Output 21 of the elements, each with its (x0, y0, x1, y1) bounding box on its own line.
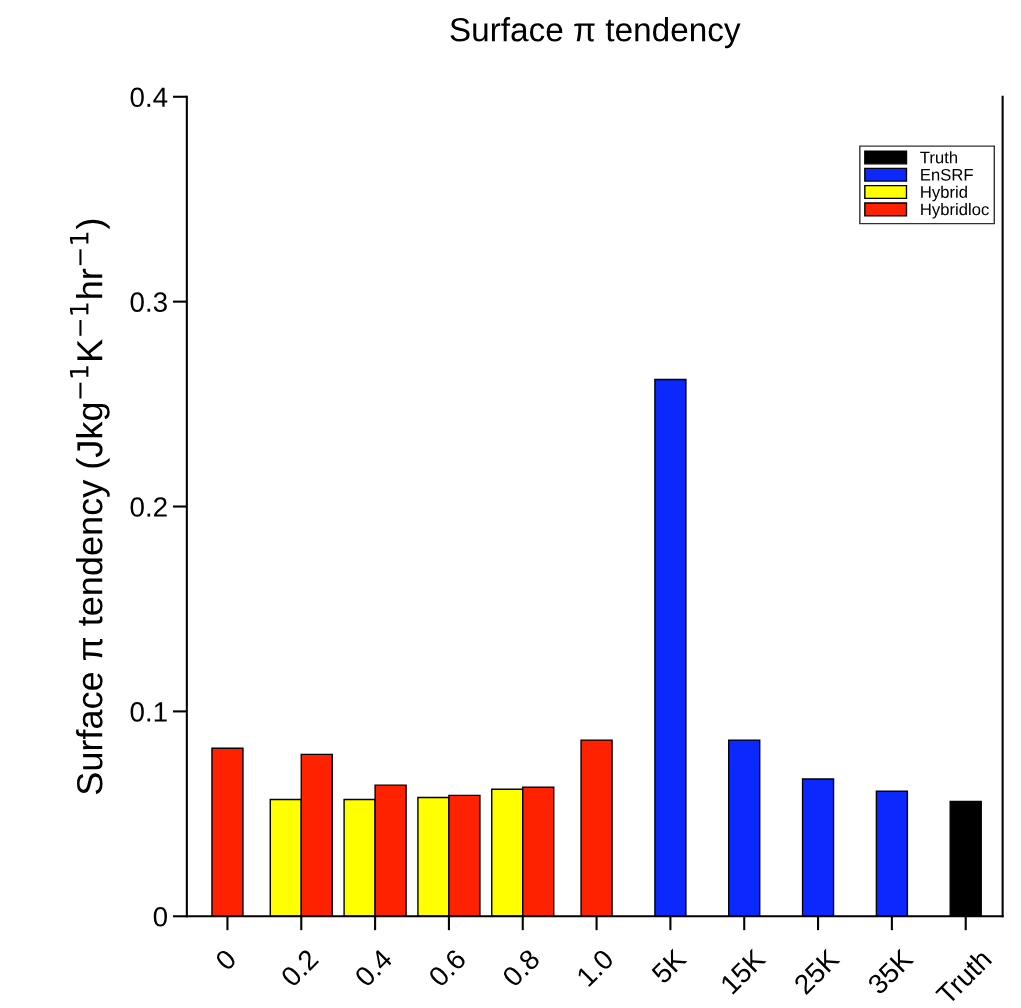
legend-label: Truth (920, 151, 958, 164)
x-tick-label: 0.4 (353, 947, 394, 988)
y-tick-label: 0.2 (130, 497, 167, 517)
x-tick-label: 0 (214, 948, 238, 972)
x-tick-label: 25K (792, 947, 841, 996)
x-tick-label: 5K (650, 947, 688, 985)
x-tick-label: 0.6 (427, 948, 467, 988)
x-tick-label: 15K (719, 947, 767, 995)
x-tick-label: 0.8 (501, 948, 541, 988)
x-tick-label: 35K (866, 947, 915, 996)
y-tick-label: 0.4 (130, 87, 168, 108)
x-tick-label: 1.0 (575, 948, 615, 988)
x-tick-label: 0.2 (279, 948, 320, 988)
legend-label: Hybrid (921, 185, 967, 202)
legend-label: Hybridloc (921, 203, 989, 219)
y-tick-label: 0.1 (130, 702, 167, 722)
y-tick-label: 0 (153, 906, 168, 927)
legend-label: EnSRF (921, 168, 973, 181)
y-axis-title: Surface π tendency (Jkg$^{−1}$K$^{−1}$hr$^{−1}$) (69, 219, 110, 795)
chart-title: Surface π tendency (450, 17, 741, 49)
y-tick-label: 0.3 (130, 292, 167, 312)
